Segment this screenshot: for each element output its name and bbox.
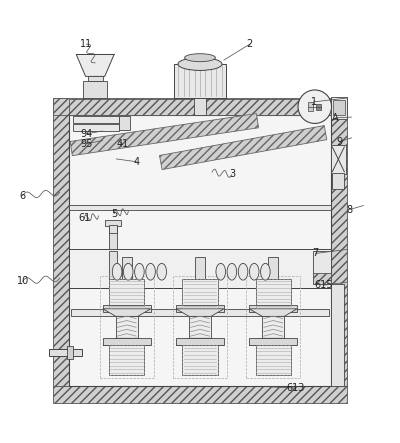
Bar: [103, 305, 151, 312]
Bar: [249, 305, 297, 312]
Bar: [88, 76, 103, 81]
Text: 615: 615: [314, 280, 333, 290]
Ellipse shape: [146, 263, 155, 280]
Text: 613: 613: [286, 383, 305, 393]
Bar: [71, 309, 329, 315]
Bar: [331, 98, 348, 386]
Bar: [119, 116, 130, 130]
Bar: [100, 276, 154, 378]
Text: 3: 3: [229, 170, 235, 179]
Bar: [103, 338, 151, 346]
Text: 8: 8: [346, 205, 352, 214]
Ellipse shape: [250, 263, 259, 280]
Bar: [116, 316, 138, 338]
Polygon shape: [176, 309, 224, 316]
Bar: [189, 316, 211, 338]
Bar: [268, 256, 278, 279]
Bar: [109, 279, 144, 308]
Bar: [316, 104, 321, 110]
Bar: [83, 81, 107, 98]
Ellipse shape: [238, 263, 248, 280]
Bar: [182, 279, 218, 308]
Bar: [69, 249, 331, 288]
Polygon shape: [103, 338, 151, 346]
Bar: [109, 279, 144, 308]
Circle shape: [298, 90, 332, 124]
Text: 94: 94: [80, 129, 92, 139]
Text: 7: 7: [312, 249, 319, 258]
Bar: [109, 225, 117, 249]
Polygon shape: [103, 309, 151, 316]
Bar: [109, 346, 144, 375]
Bar: [67, 346, 73, 359]
Ellipse shape: [112, 263, 122, 280]
Bar: [173, 276, 227, 378]
Ellipse shape: [216, 263, 226, 280]
Bar: [249, 338, 297, 346]
Ellipse shape: [178, 58, 222, 70]
Ellipse shape: [135, 263, 144, 280]
Bar: [182, 346, 218, 375]
Text: 41: 41: [116, 139, 128, 149]
Text: 4: 4: [133, 157, 139, 167]
Bar: [69, 205, 331, 210]
Bar: [73, 116, 119, 124]
Bar: [194, 81, 206, 115]
Bar: [182, 279, 218, 308]
Bar: [313, 251, 331, 284]
Bar: [52, 386, 348, 403]
Polygon shape: [76, 54, 114, 76]
Polygon shape: [249, 309, 297, 316]
Bar: [52, 98, 348, 115]
Ellipse shape: [157, 263, 166, 280]
Bar: [109, 346, 144, 375]
Bar: [308, 102, 313, 112]
Text: 6: 6: [20, 190, 26, 201]
Polygon shape: [176, 338, 224, 346]
Bar: [176, 338, 224, 346]
Text: 95: 95: [80, 139, 92, 149]
Bar: [246, 276, 300, 378]
Ellipse shape: [260, 263, 270, 280]
Bar: [109, 251, 117, 291]
Text: 11: 11: [80, 39, 92, 49]
Bar: [52, 98, 69, 386]
Bar: [256, 279, 291, 308]
Bar: [49, 349, 82, 356]
Text: 1: 1: [310, 97, 317, 107]
Bar: [331, 145, 346, 174]
Bar: [182, 346, 218, 375]
Bar: [73, 124, 119, 132]
Text: 61: 61: [78, 214, 90, 223]
Text: 5: 5: [111, 209, 118, 218]
Text: A: A: [332, 113, 339, 123]
Bar: [195, 256, 205, 279]
Text: 2: 2: [247, 39, 253, 49]
Ellipse shape: [184, 54, 216, 62]
Bar: [256, 279, 291, 308]
Bar: [331, 284, 344, 386]
Ellipse shape: [124, 263, 133, 280]
Bar: [313, 272, 331, 284]
Bar: [109, 225, 117, 233]
Bar: [174, 64, 226, 98]
Bar: [331, 97, 347, 119]
Ellipse shape: [227, 263, 237, 280]
Text: 9: 9: [336, 137, 342, 147]
Bar: [122, 256, 132, 279]
Bar: [105, 220, 121, 226]
Polygon shape: [249, 338, 297, 346]
Bar: [176, 305, 224, 312]
Bar: [69, 99, 331, 115]
Bar: [69, 115, 331, 386]
Polygon shape: [70, 113, 258, 155]
Text: 10: 10: [16, 276, 29, 286]
Bar: [332, 173, 344, 189]
Bar: [262, 316, 284, 338]
Bar: [256, 346, 291, 375]
Bar: [333, 100, 345, 116]
Polygon shape: [160, 125, 327, 170]
Bar: [256, 346, 291, 375]
